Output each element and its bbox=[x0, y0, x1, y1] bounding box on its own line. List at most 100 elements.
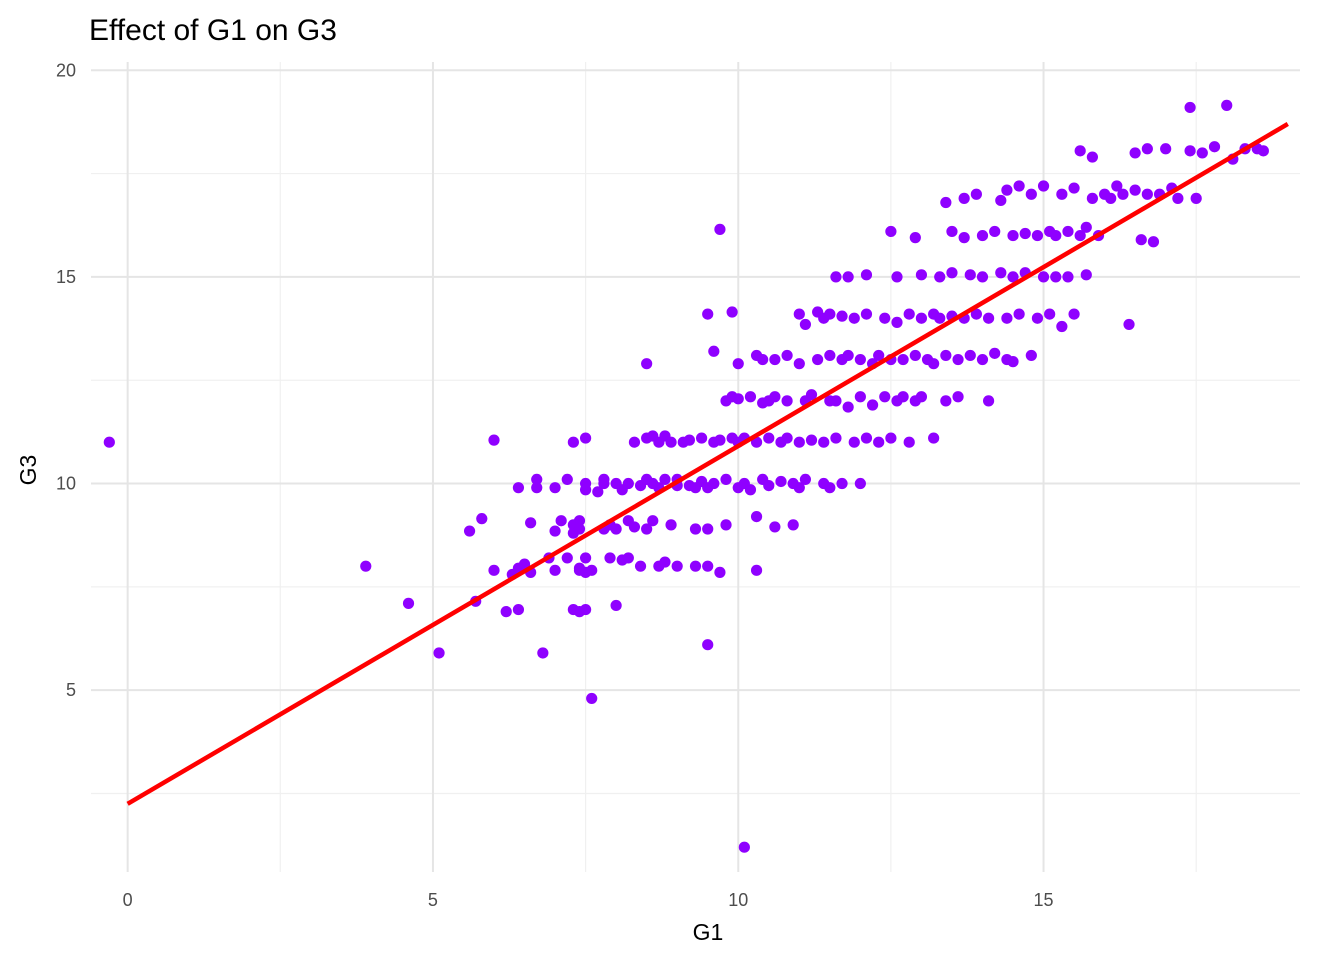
data-point bbox=[879, 391, 891, 403]
data-point bbox=[860, 269, 873, 281]
data-point bbox=[824, 308, 836, 320]
data-point bbox=[598, 473, 610, 485]
data-point bbox=[1050, 229, 1062, 242]
data-point bbox=[934, 271, 946, 283]
data-point bbox=[769, 391, 781, 403]
data-point bbox=[793, 436, 805, 448]
data-point bbox=[708, 477, 720, 490]
data-point bbox=[1031, 312, 1044, 324]
data-point bbox=[805, 389, 818, 401]
data-point bbox=[958, 192, 970, 204]
data-point bbox=[854, 353, 866, 366]
data-point bbox=[891, 316, 903, 328]
data-point bbox=[1056, 320, 1068, 333]
data-point bbox=[903, 308, 915, 320]
data-point bbox=[1123, 318, 1135, 331]
x-tick-label: 15 bbox=[1034, 890, 1054, 910]
data-point bbox=[463, 525, 476, 537]
data-point bbox=[976, 353, 989, 366]
data-point bbox=[1025, 188, 1037, 200]
data-point bbox=[579, 432, 592, 444]
data-point bbox=[805, 434, 818, 446]
data-point bbox=[1135, 234, 1147, 246]
data-point bbox=[659, 556, 671, 568]
data-point bbox=[696, 432, 708, 444]
data-point bbox=[1019, 227, 1031, 240]
data-point bbox=[689, 560, 702, 572]
data-point bbox=[1141, 143, 1153, 155]
tick-labels: 0 5 10 15 5 10 15 20 bbox=[56, 60, 1054, 910]
regression-line bbox=[126, 122, 1289, 806]
data-point bbox=[702, 639, 714, 651]
data-point bbox=[714, 566, 726, 578]
data-point bbox=[732, 358, 744, 370]
data-point bbox=[1007, 356, 1019, 368]
data-point bbox=[781, 395, 793, 407]
data-point bbox=[1037, 180, 1050, 192]
y-tick-label: 15 bbox=[56, 267, 76, 287]
data-point bbox=[976, 229, 989, 242]
data-point bbox=[860, 432, 873, 444]
data-point bbox=[1025, 349, 1037, 362]
data-point bbox=[1190, 192, 1202, 204]
data-point bbox=[433, 647, 445, 659]
data-point bbox=[830, 271, 842, 283]
data-point bbox=[726, 306, 738, 318]
data-point bbox=[671, 560, 683, 572]
data-point bbox=[702, 560, 714, 572]
data-point bbox=[836, 477, 848, 490]
data-point bbox=[561, 552, 573, 564]
data-point bbox=[1129, 147, 1141, 159]
data-point bbox=[555, 515, 567, 527]
data-point bbox=[1007, 229, 1019, 242]
data-point bbox=[708, 345, 720, 357]
data-point bbox=[1007, 271, 1019, 283]
data-point bbox=[952, 391, 964, 403]
data-point bbox=[573, 523, 586, 535]
data-point bbox=[512, 603, 525, 616]
data-point bbox=[769, 521, 781, 533]
data-point bbox=[1074, 229, 1086, 242]
data-point bbox=[915, 269, 928, 281]
y-tick-label: 10 bbox=[56, 474, 76, 494]
data-point bbox=[879, 312, 891, 324]
data-point bbox=[928, 358, 940, 370]
data-point bbox=[1068, 308, 1080, 320]
data-point bbox=[665, 436, 677, 448]
data-point bbox=[1001, 312, 1013, 324]
data-point bbox=[1001, 184, 1013, 196]
data-point bbox=[915, 391, 928, 403]
data-point bbox=[567, 436, 579, 448]
data-point bbox=[769, 353, 781, 366]
data-point bbox=[488, 434, 500, 446]
y-tick-label: 20 bbox=[56, 60, 76, 80]
data-point bbox=[793, 308, 805, 320]
data-point bbox=[103, 436, 115, 448]
data-point bbox=[744, 484, 757, 496]
data-point bbox=[799, 318, 812, 331]
data-point bbox=[1086, 151, 1098, 163]
data-point bbox=[537, 647, 549, 659]
data-point bbox=[995, 194, 1007, 207]
data-point bbox=[989, 225, 1001, 238]
data-point bbox=[934, 312, 946, 324]
data-point bbox=[897, 391, 909, 403]
data-point bbox=[689, 523, 702, 535]
data-point bbox=[848, 436, 860, 448]
data-point bbox=[830, 395, 842, 407]
data-point bbox=[781, 349, 793, 362]
data-point bbox=[946, 267, 958, 279]
data-point bbox=[793, 358, 805, 370]
data-point bbox=[714, 434, 726, 446]
x-tick-label: 5 bbox=[428, 890, 438, 910]
data-point bbox=[610, 523, 622, 535]
data-point bbox=[824, 482, 836, 494]
data-point bbox=[1068, 182, 1080, 194]
data-point bbox=[579, 484, 592, 496]
y-axis-label: G3 bbox=[15, 455, 41, 486]
data-point bbox=[860, 308, 873, 320]
data-point bbox=[665, 519, 677, 531]
data-points bbox=[103, 99, 1269, 853]
data-point bbox=[622, 552, 634, 564]
data-point bbox=[750, 510, 763, 523]
